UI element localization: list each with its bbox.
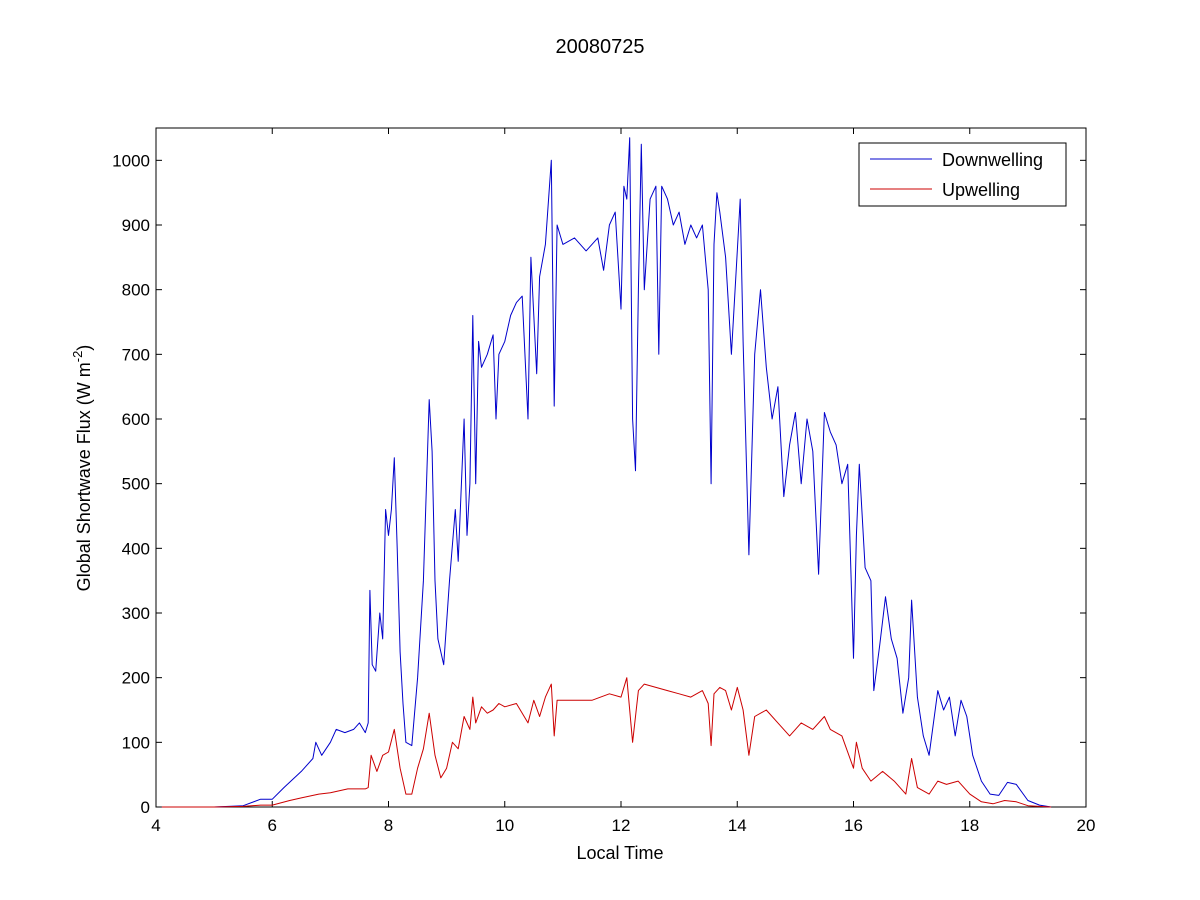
plot-area: [155, 127, 1087, 808]
legend-label-downwelling: Downwelling: [942, 150, 1043, 170]
y-tick-label: 400: [122, 539, 150, 558]
y-tick-label: 600: [122, 410, 150, 429]
x-tick-label: 12: [612, 816, 631, 835]
y-tick-label: 0: [141, 798, 150, 817]
x-tick-label: 18: [960, 816, 979, 835]
series-group: [161, 137, 1052, 808]
y-tick-label: 800: [122, 281, 150, 300]
chart-title: 20080725: [556, 36, 645, 58]
x-axis-label: Local Time: [576, 843, 663, 863]
y-axis-label-tail: ): [74, 345, 94, 351]
y-axis-label: Global Shortwave Flux (W m-2): [70, 345, 94, 592]
legend-label-upwelling: Upwelling: [942, 180, 1020, 200]
y-axis-label-main: Global Shortwave Flux (W m: [74, 362, 94, 591]
y-tick-label: 500: [122, 475, 150, 494]
y-tick-label: 300: [122, 604, 150, 623]
y-tick-label: 200: [122, 669, 150, 688]
series-line-upwelling: [161, 677, 1052, 808]
x-tick-label: 6: [268, 816, 277, 835]
y-tick-label: 900: [122, 216, 150, 235]
x-tick-label: 14: [728, 816, 747, 835]
legend: Downwelling Upwelling: [858, 142, 1067, 207]
y-tick-label: 100: [122, 733, 150, 752]
legend-box: [858, 142, 1067, 207]
x-tick-label: 16: [844, 816, 863, 835]
series-line-downwelling: [161, 137, 1052, 808]
x-tick-label: 10: [495, 816, 514, 835]
y-tick-label: 700: [122, 345, 150, 364]
y-axis-label-superscript: -2: [70, 351, 85, 363]
axis-ticks: 4 6 8 10 12 14 16 18 200100200300400500600700800…: [112, 128, 1095, 835]
y-tick-label: 1000: [112, 151, 150, 170]
x-tick-label: 8: [384, 816, 393, 835]
x-tick-label: 4: [151, 816, 160, 835]
x-tick-label: 20: [1077, 816, 1096, 835]
